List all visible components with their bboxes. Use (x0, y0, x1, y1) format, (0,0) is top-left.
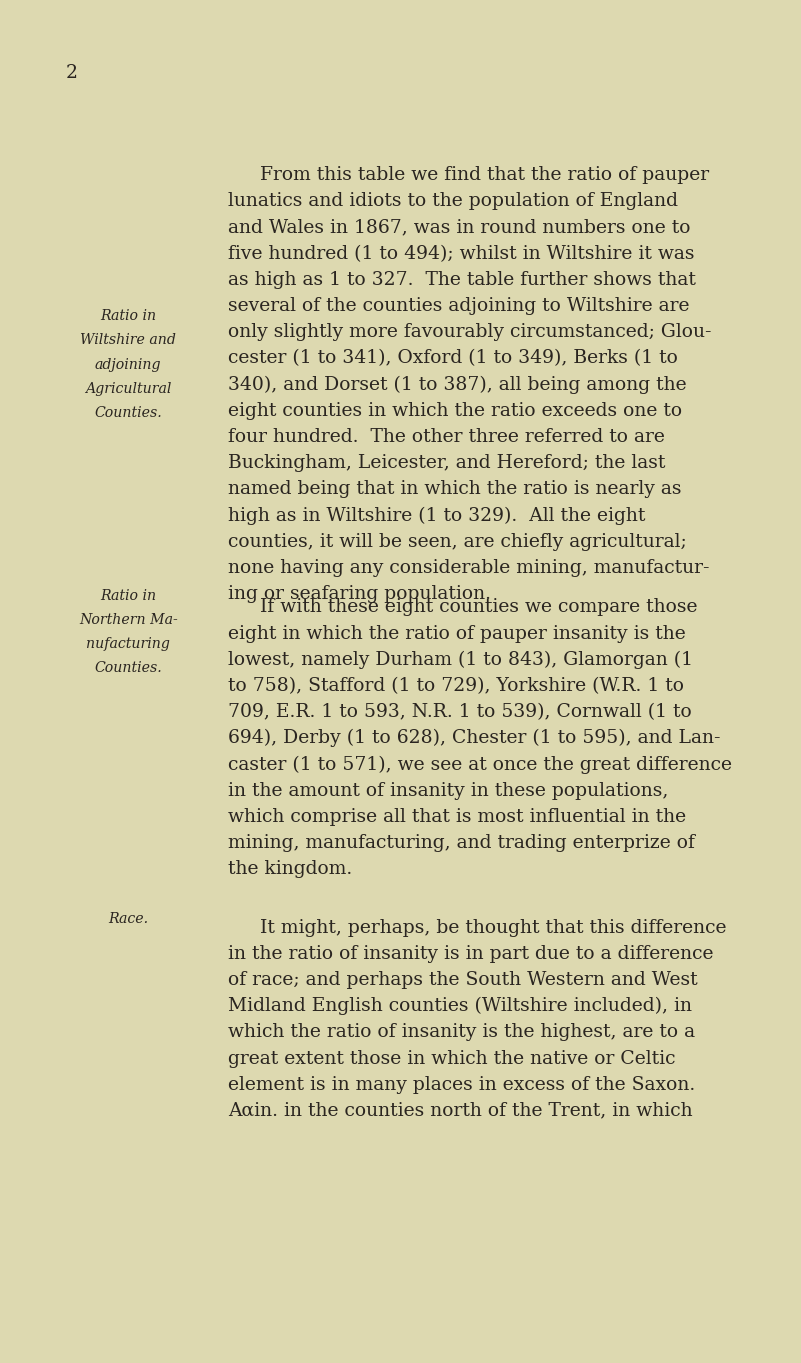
Text: only slightly more favourably circumstanced; Glou-: only slightly more favourably circumstan… (228, 323, 712, 341)
Text: Buckingham, Leicester, and Hereford; the last: Buckingham, Leicester, and Hereford; the… (228, 454, 666, 472)
Text: If with these eight counties we compare those: If with these eight counties we compare … (260, 598, 698, 616)
Text: of race; and perhaps the South Western and West: of race; and perhaps the South Western a… (228, 970, 698, 990)
Text: as high as 1 to 327.  The table further shows that: as high as 1 to 327. The table further s… (228, 271, 696, 289)
Text: eight counties in which the ratio exceeds one to: eight counties in which the ratio exceed… (228, 402, 682, 420)
Text: Wiltshire and: Wiltshire and (80, 334, 176, 348)
Text: which comprise all that is most influential in the: which comprise all that is most influent… (228, 808, 686, 826)
Text: five hundred (1 to 494); whilst in Wiltshire it was: five hundred (1 to 494); whilst in Wilts… (228, 245, 694, 263)
Text: and Wales in 1867, was in round numbers one to: and Wales in 1867, was in round numbers … (228, 218, 690, 237)
Text: in the amount of insanity in these populations,: in the amount of insanity in these popul… (228, 781, 669, 800)
Text: in the ratio of insanity is in part due to a difference: in the ratio of insanity is in part due … (228, 945, 714, 962)
Text: Agricultural: Agricultural (85, 382, 171, 395)
Text: none having any considerable mining, manufactur-: none having any considerable mining, man… (228, 559, 710, 577)
Text: ing or seafaring population.: ing or seafaring population. (228, 585, 491, 602)
Text: 340), and Dorset (1 to 387), all being among the: 340), and Dorset (1 to 387), all being a… (228, 376, 687, 394)
Text: Ratio in: Ratio in (100, 309, 156, 323)
Text: great extent those in which the native or Celtic: great extent those in which the native o… (228, 1050, 676, 1067)
Text: 2: 2 (66, 64, 78, 82)
Text: Northern Ma-: Northern Ma- (78, 613, 178, 627)
Text: the kingdom.: the kingdom. (228, 860, 352, 878)
Text: cester (1 to 341), Oxford (1 to 349), Berks (1 to: cester (1 to 341), Oxford (1 to 349), Be… (228, 349, 678, 368)
Text: 709, E.R. 1 to 593, N.R. 1 to 539), Cornwall (1 to: 709, E.R. 1 to 593, N.R. 1 to 539), Corn… (228, 703, 692, 721)
Text: Midland English counties (Wiltshire included), in: Midland English counties (Wiltshire incl… (228, 998, 692, 1015)
Text: counties, it will be seen, are chiefly agricultural;: counties, it will be seen, are chiefly a… (228, 533, 687, 551)
Text: adjoining: adjoining (95, 357, 162, 372)
Text: to 758), Stafford (1 to 729), Yorkshire (W.R. 1 to: to 758), Stafford (1 to 729), Yorkshire … (228, 677, 684, 695)
Text: eight in which the ratio of pauper insanity is the: eight in which the ratio of pauper insan… (228, 624, 686, 642)
Text: From this table we find that the ratio of pauper: From this table we find that the ratio o… (260, 166, 710, 184)
Text: which the ratio of insanity is the highest, are to a: which the ratio of insanity is the highe… (228, 1024, 695, 1041)
Text: caster (1 to 571), we see at once the great difference: caster (1 to 571), we see at once the gr… (228, 755, 732, 774)
Text: four hundred.  The other three referred to are: four hundred. The other three referred t… (228, 428, 665, 446)
Text: nufacturing: nufacturing (87, 637, 170, 652)
Text: lunatics and idiots to the population of England: lunatics and idiots to the population of… (228, 192, 678, 210)
Text: Ratio in: Ratio in (100, 589, 156, 602)
Text: Counties.: Counties. (95, 661, 162, 675)
Text: Aαin. in the counties north of the Trent, in which: Aαin. in the counties north of the Trent… (228, 1101, 693, 1120)
Text: It might, perhaps, be thought that this difference: It might, perhaps, be thought that this … (260, 919, 727, 936)
Text: mining, manufacturing, and trading enterprize of: mining, manufacturing, and trading enter… (228, 834, 695, 852)
Text: 694), Derby (1 to 628), Chester (1 to 595), and Lan-: 694), Derby (1 to 628), Chester (1 to 59… (228, 729, 721, 747)
Text: Counties.: Counties. (95, 406, 162, 420)
Text: Race.: Race. (108, 912, 148, 925)
Text: high as in Wiltshire (1 to 329).  All the eight: high as in Wiltshire (1 to 329). All the… (228, 507, 646, 525)
Text: element is in many places in excess of the Saxon.: element is in many places in excess of t… (228, 1075, 695, 1093)
Text: named being that in which the ratio is nearly as: named being that in which the ratio is n… (228, 480, 682, 499)
Text: lowest, namely Durham (1 to 843), Glamorgan (1: lowest, namely Durham (1 to 843), Glamor… (228, 650, 694, 669)
Text: several of the counties adjoining to Wiltshire are: several of the counties adjoining to Wil… (228, 297, 690, 315)
